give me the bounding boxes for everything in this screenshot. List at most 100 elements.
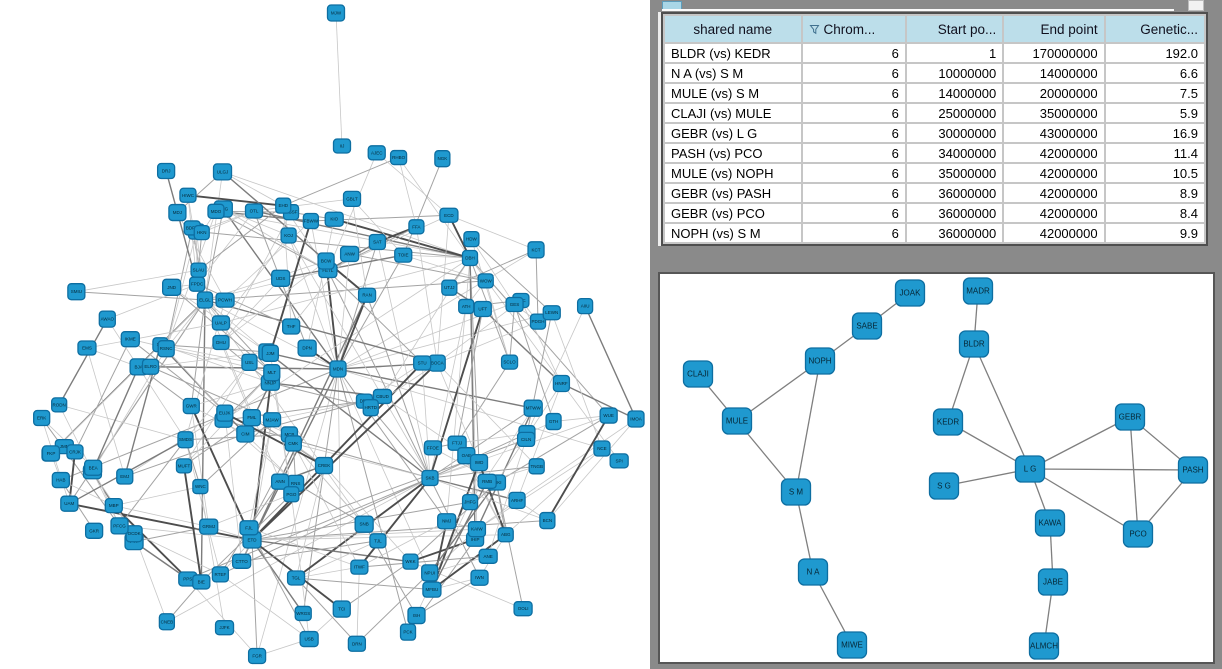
- network-node[interactable]: AWAO: [98, 310, 116, 328]
- network-node[interactable]: ELGL: [196, 291, 214, 309]
- network-node[interactable]: IWN: [470, 569, 489, 586]
- network-node[interactable]: FGR: [247, 647, 267, 665]
- network-node[interactable]: PGO: [283, 486, 300, 503]
- network-node-sabe[interactable]: SABE: [851, 312, 883, 340]
- network-node[interactable]: HKN: [193, 224, 210, 241]
- filtered-network-canvas[interactable]: JOAK MADR SABE BLDR NOPH CLAJI MULE KEDR GEBR L G…: [660, 274, 1213, 660]
- network-node[interactable]: TCI: [332, 600, 351, 618]
- table-row[interactable]: CLAJI (vs) MULE 6 25000000 35000000 5.9: [665, 104, 1204, 122]
- table-row[interactable]: GEBR (vs) L G 6 30000000 43000000 16.9: [665, 124, 1204, 142]
- scrollbar-corner-button[interactable]: [1188, 0, 1204, 11]
- column-header-sharedname[interactable]: shared name: [665, 16, 801, 42]
- network-node[interactable]: ANN: [270, 473, 290, 490]
- network-node-mule[interactable]: MULE: [721, 407, 753, 435]
- network-node[interactable]: NCE: [593, 440, 611, 457]
- network-node[interactable]: PCK: [399, 623, 417, 641]
- network-node[interactable]: DPN: [297, 339, 317, 357]
- network-node[interactable]: BCN: [539, 511, 556, 530]
- network-node[interactable]: ERK: [33, 409, 51, 427]
- network-node[interactable]: SAT: [368, 233, 387, 251]
- network-node[interactable]: EMJ: [116, 468, 134, 485]
- network-node[interactable]: GTH: [545, 412, 562, 431]
- network-node[interactable]: FML: [242, 409, 261, 427]
- network-node[interactable]: CBUD: [372, 388, 393, 405]
- network-node[interactable]: SMDS: [177, 431, 194, 449]
- network-node[interactable]: JJM: [261, 344, 279, 362]
- network-node[interactable]: THF: [282, 318, 301, 335]
- network-node[interactable]: RTEF: [211, 566, 230, 583]
- network-node[interactable]: GBLT: [342, 190, 362, 208]
- network-node[interactable]: ULGJ: [212, 163, 233, 181]
- network-node-pash[interactable]: PASH: [1177, 456, 1209, 484]
- network-node[interactable]: ANE: [478, 548, 498, 564]
- network-node[interactable]: BIE: [192, 574, 211, 590]
- network-node[interactable]: USB: [299, 630, 319, 648]
- network-node[interactable]: CIM: [236, 425, 255, 443]
- table-row[interactable]: NOPH (vs) S M 6 36000000 42000000 9.9: [665, 224, 1204, 242]
- network-node[interactable]: MJW: [326, 4, 346, 22]
- network-node[interactable]: FBWW: [302, 212, 320, 230]
- network-node[interactable]: EHD: [275, 197, 292, 214]
- network-node[interactable]: ECD: [439, 207, 459, 223]
- network-node[interactable]: UDS: [271, 269, 291, 287]
- network-node[interactable]: ISH: [407, 606, 426, 625]
- network-node[interactable]: ITWF: [350, 559, 369, 575]
- network-node[interactable]: FJL: [239, 520, 259, 536]
- network-node[interactable]: CILN: [516, 431, 536, 448]
- network-node[interactable]: AJEC: [367, 145, 386, 161]
- network-node[interactable]: TOIE: [394, 247, 413, 263]
- network-node[interactable]: BOCA: [428, 354, 446, 372]
- table-row[interactable]: MULE (vs) NOPH 6 35000000 42000000 10.5: [665, 164, 1204, 182]
- network-node[interactable]: EUJK: [216, 404, 234, 422]
- network-node[interactable]: RMB: [477, 473, 497, 489]
- network-node-lg[interactable]: L G: [1014, 455, 1046, 483]
- network-node[interactable]: MDO: [207, 203, 225, 219]
- network-node[interactable]: DRJ: [156, 162, 176, 180]
- table-row[interactable]: N A (vs) S M 6 10000000 14000000 6.6: [665, 64, 1204, 82]
- network-node[interactable]: CNEB: [158, 613, 176, 631]
- network-node[interactable]: BEA: [83, 459, 103, 476]
- network-node[interactable]: RHBO: [389, 149, 408, 166]
- network-node[interactable]: MFBU: [422, 581, 442, 598]
- network-node[interactable]: WUE: [599, 407, 618, 424]
- network-node-almch[interactable]: ALMCH: [1028, 632, 1060, 660]
- network-node-claji[interactable]: CLAJI: [682, 360, 714, 388]
- network-node[interactable]: MDN: [329, 360, 347, 378]
- table-row[interactable]: PASH (vs) PCO 6 34000000 42000000 11.4: [665, 144, 1204, 162]
- network-node[interactable]: NPUI: [421, 564, 439, 582]
- network-node[interactable]: ABG: [497, 527, 514, 543]
- network-node[interactable]: IMOA: [627, 410, 645, 428]
- network-node[interactable]: FFOE: [423, 440, 443, 456]
- network-node[interactable]: WRGS: [294, 605, 312, 622]
- network-node[interactable]: OCDK: [125, 525, 143, 543]
- network-node[interactable]: EMS: [77, 340, 97, 356]
- network-node[interactable]: OOLI: [513, 601, 533, 617]
- network-node[interactable]: RODN: [51, 397, 68, 413]
- network-node[interactable]: PCWH: [215, 292, 235, 308]
- table-row[interactable]: BLDR (vs) KEDR 6 1 170000000 192.0: [665, 44, 1204, 62]
- network-node[interactable]: TGL: [286, 570, 306, 586]
- network-node[interactable]: FTJJ: [447, 435, 467, 451]
- network-node[interactable]: GKR: [84, 522, 104, 539]
- network-node[interactable]: PDGH: [529, 313, 547, 330]
- network-node[interactable]: FPDC: [188, 276, 206, 292]
- network-node[interactable]: OTL: [244, 203, 264, 219]
- network-node[interactable]: SLAU: [190, 262, 207, 278]
- network-node[interactable]: AIIU: [576, 297, 594, 315]
- network-node[interactable]: HDW: [463, 230, 480, 248]
- column-header-genetic[interactable]: Genetic...: [1105, 16, 1204, 42]
- network-node[interactable]: CMK: [284, 435, 302, 452]
- column-header-startpo[interactable]: Start po...: [906, 16, 1003, 42]
- network-node[interactable]: TJL: [369, 533, 387, 549]
- network-node[interactable]: USL: [241, 353, 258, 371]
- column-header-chrom[interactable]: Chrom...: [802, 16, 905, 42]
- dense-network-canvas[interactable]: MJWIIJMDNSKBELGLDBHETDFBWWLGNTOIEBOCABDP…: [0, 0, 650, 669]
- network-node-miwe[interactable]: MIWE: [836, 631, 868, 659]
- table-row[interactable]: GEBR (vs) PASH 6 36000000 42000000 8.9: [665, 184, 1204, 202]
- network-node-kedr[interactable]: KEDR: [932, 408, 964, 436]
- network-node[interactable]: KCT: [527, 241, 545, 259]
- network-node[interactable]: SMIU: [67, 283, 86, 301]
- network-node[interactable]: HNRF: [552, 374, 571, 393]
- network-node[interactable]: UAM: [60, 495, 79, 512]
- network-node[interactable]: WOW: [477, 273, 494, 289]
